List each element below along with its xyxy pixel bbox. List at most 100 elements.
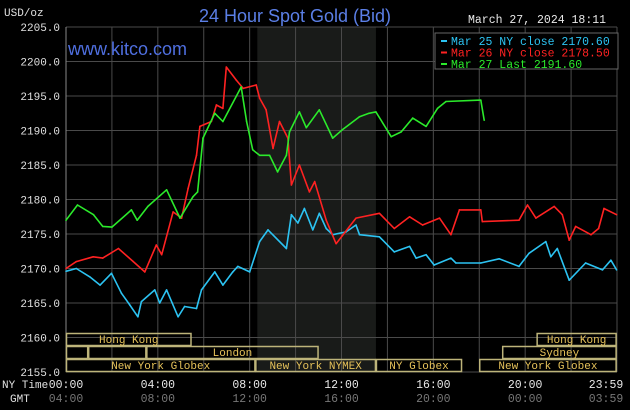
data-point [195,307,198,310]
kitco-watermark: www.kitco.com [67,39,187,59]
data-point [120,292,123,295]
data-point [518,219,520,221]
data-point [276,171,279,173]
data-point [265,109,267,111]
data-point [433,264,435,266]
legend-box [434,32,619,70]
x-tick-label-ny: 23:59 [589,379,624,392]
legend-entry: Mar 25 NY close 2170.60 [451,36,610,49]
session-label: NY Globex [389,361,449,373]
data-point [325,219,327,221]
data-point [425,253,427,256]
session-label: Hong Kong [99,335,158,347]
data-point [160,253,163,256]
x-tick-label-gmt: 03:59 [589,393,624,406]
data-point [172,211,174,213]
data-point [75,260,78,263]
data-point [335,242,337,245]
data-point [615,213,618,216]
x-tick-label-gmt: 00:00 [508,393,543,406]
gmt-label: GMT [10,394,30,406]
data-point [165,189,168,191]
data-point [318,109,321,111]
x-tick-label-ny: 20:00 [508,379,543,392]
data-point [65,270,67,273]
x-tick-label-gmt: 04:00 [49,393,84,406]
session-label: New York NYMEX [269,361,362,373]
data-point [278,120,281,123]
data-point [92,213,95,216]
data-point [144,271,146,273]
series-lines [65,66,618,318]
data-point [242,87,244,90]
data-point [455,262,457,264]
data-point [158,302,161,304]
data-point [179,217,181,219]
session-label: Sydney [540,348,580,360]
data-point [214,112,216,115]
data-point [285,247,288,250]
session-blank [87,345,147,360]
data-point [288,131,291,133]
data-point [393,251,396,253]
session-sydney: Sydney [501,345,617,360]
y-tick-label: 2155.0 [20,368,60,380]
data-point [111,226,113,228]
legend-entry: Mar 27 Last 2191.60 [451,59,582,72]
data-point [235,79,238,81]
data-point [88,275,91,278]
data-point [110,272,113,275]
data-point [550,255,552,258]
y-tick-label: 2195.0 [20,92,60,104]
data-point [313,180,316,183]
data-point [358,115,361,118]
data-point [268,154,271,157]
data-point [479,262,482,264]
data-point [222,107,224,110]
data-point [584,262,587,264]
data-point [255,84,257,86]
session-label: New York Globex [111,361,210,373]
data-point [258,97,261,99]
data-point [574,225,577,228]
data-point [272,147,274,150]
legend-entry: Mar 26 NY close 2178.50 [451,48,610,61]
data-point [192,195,194,198]
session-label: London [213,348,253,360]
data-point [130,209,133,211]
data-point [153,289,156,291]
session-box [255,358,377,373]
data-point [355,217,357,219]
data-point [290,213,293,216]
session-new-york-globex: New York Globex [65,358,256,373]
data-point [561,213,564,216]
data-point [421,224,424,226]
data-point [245,120,248,123]
y-tick-label: 2190.0 [20,127,60,139]
session-box [65,332,192,347]
data-point [355,224,357,226]
data-point [553,205,556,208]
data-point [458,209,461,211]
data-point [518,265,520,268]
data-point [445,100,447,103]
data-point [214,271,216,273]
data-point [615,269,618,271]
y-tick-label: 2160.0 [20,334,60,346]
chart-title: 24 Hour Spot Gold (Bid) [199,6,391,26]
data-point [155,244,158,246]
y-axis-ticks: 2205.0 2200.0 2195.0 2190.0 2185.0 2180.0 2175… [20,23,60,380]
data-point [199,125,201,128]
data-point [183,305,186,308]
data-point [568,239,570,242]
data-point [556,247,559,250]
data-point [99,284,101,286]
data-point [528,252,530,255]
data-point [222,120,224,123]
data-point [479,99,482,101]
session-box [146,345,319,360]
session-label: New York Globex [498,361,597,373]
